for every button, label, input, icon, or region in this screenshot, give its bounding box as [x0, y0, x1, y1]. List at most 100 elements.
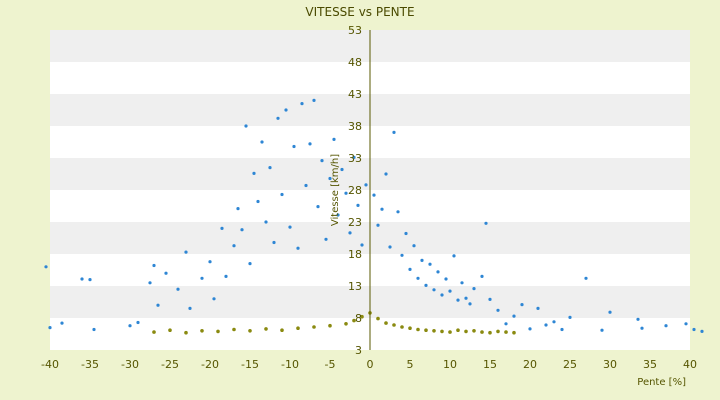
- data-point-secondary: [424, 328, 428, 333]
- data-point: [88, 278, 92, 282]
- data-point: [80, 277, 84, 281]
- y-tick-label: 23: [348, 216, 362, 229]
- data-point: [364, 183, 368, 187]
- data-point: [584, 276, 588, 280]
- data-point: [456, 298, 460, 302]
- data-point: [292, 144, 296, 149]
- x-tick-label: -30: [121, 358, 139, 371]
- data-point: [384, 172, 388, 176]
- data-point-secondary: [408, 326, 412, 331]
- data-point: [528, 327, 532, 331]
- data-point: [92, 327, 96, 332]
- data-point: [552, 320, 556, 324]
- data-point: [400, 253, 404, 257]
- data-point: [244, 124, 248, 128]
- data-point: [464, 296, 468, 300]
- data-point-secondary: [440, 329, 444, 334]
- data-point: [396, 210, 400, 214]
- data-point: [188, 306, 192, 310]
- data-point: [692, 327, 696, 332]
- x-tick-label: -15: [241, 358, 259, 371]
- data-point: [452, 254, 456, 258]
- x-axis-label: Pente [%]: [637, 377, 686, 388]
- data-point: [536, 306, 540, 310]
- data-point: [600, 328, 604, 332]
- data-point: [408, 267, 412, 271]
- data-point: [320, 159, 324, 163]
- x-tick-label: 30: [603, 358, 617, 371]
- data-point-secondary: [328, 323, 332, 328]
- y-tick-label: 38: [348, 120, 362, 133]
- data-point-secondary: [392, 323, 396, 327]
- data-point-secondary: [352, 318, 356, 323]
- data-point-secondary: [200, 329, 204, 333]
- data-point: [280, 192, 284, 197]
- data-point: [372, 193, 376, 197]
- data-point-secondary: [384, 321, 388, 325]
- data-point: [448, 289, 452, 293]
- x-tick-label: 10: [443, 358, 457, 371]
- x-tick-label: -20: [201, 358, 219, 371]
- y-tick-label: 8: [355, 312, 362, 325]
- data-point: [268, 166, 272, 170]
- data-point: [184, 250, 188, 254]
- data-point: [232, 244, 236, 248]
- data-point: [504, 322, 508, 326]
- data-point: [488, 297, 492, 301]
- data-point-secondary: [432, 329, 436, 333]
- data-point: [392, 130, 396, 134]
- data-point-secondary: [216, 329, 220, 334]
- data-point-secondary: [512, 330, 516, 335]
- data-point: [640, 326, 644, 330]
- data-point: [312, 98, 316, 102]
- data-point-secondary: [504, 330, 508, 334]
- data-point: [440, 293, 444, 297]
- data-point: [484, 221, 488, 225]
- data-point-secondary: [312, 325, 316, 329]
- data-point: [316, 205, 320, 209]
- y-tick-label: 18: [348, 248, 362, 261]
- data-point: [376, 223, 380, 227]
- data-point-secondary: [360, 314, 364, 319]
- y-tick-label: 28: [348, 184, 362, 197]
- data-point: [136, 320, 140, 325]
- data-point: [480, 274, 484, 278]
- data-point: [128, 324, 132, 328]
- data-point: [60, 321, 64, 325]
- data-point: [424, 283, 428, 287]
- data-point: [148, 281, 152, 285]
- data-point: [380, 207, 384, 211]
- x-tick-label: 20: [523, 358, 537, 371]
- data-point-secondary: [488, 330, 492, 335]
- data-point: [544, 323, 548, 327]
- data-point: [236, 207, 240, 211]
- data-point-secondary: [344, 322, 348, 326]
- x-tick-label: 5: [407, 358, 414, 371]
- data-point: [264, 220, 268, 224]
- data-point-secondary: [400, 325, 404, 329]
- data-point: [328, 176, 332, 181]
- data-point: [152, 263, 156, 268]
- y-tick-label: 43: [348, 88, 362, 101]
- data-point: [284, 108, 288, 112]
- data-point-secondary: [280, 328, 284, 333]
- data-point: [252, 171, 256, 175]
- data-point: [608, 310, 612, 314]
- data-point: [432, 288, 436, 292]
- data-point: [568, 315, 572, 319]
- data-point: [420, 258, 424, 262]
- data-point: [684, 322, 688, 326]
- data-point: [700, 329, 704, 333]
- x-tick-label: -10: [281, 358, 299, 371]
- data-point: [200, 276, 204, 280]
- data-point: [444, 277, 448, 281]
- data-point: [388, 245, 392, 249]
- data-point: [348, 231, 352, 235]
- data-point-secondary: [472, 329, 476, 333]
- data-point: [404, 231, 408, 236]
- data-point: [300, 102, 304, 106]
- data-point: [208, 260, 212, 264]
- data-point: [340, 167, 344, 172]
- data-point: [416, 276, 420, 280]
- data-point-secondary: [152, 330, 156, 334]
